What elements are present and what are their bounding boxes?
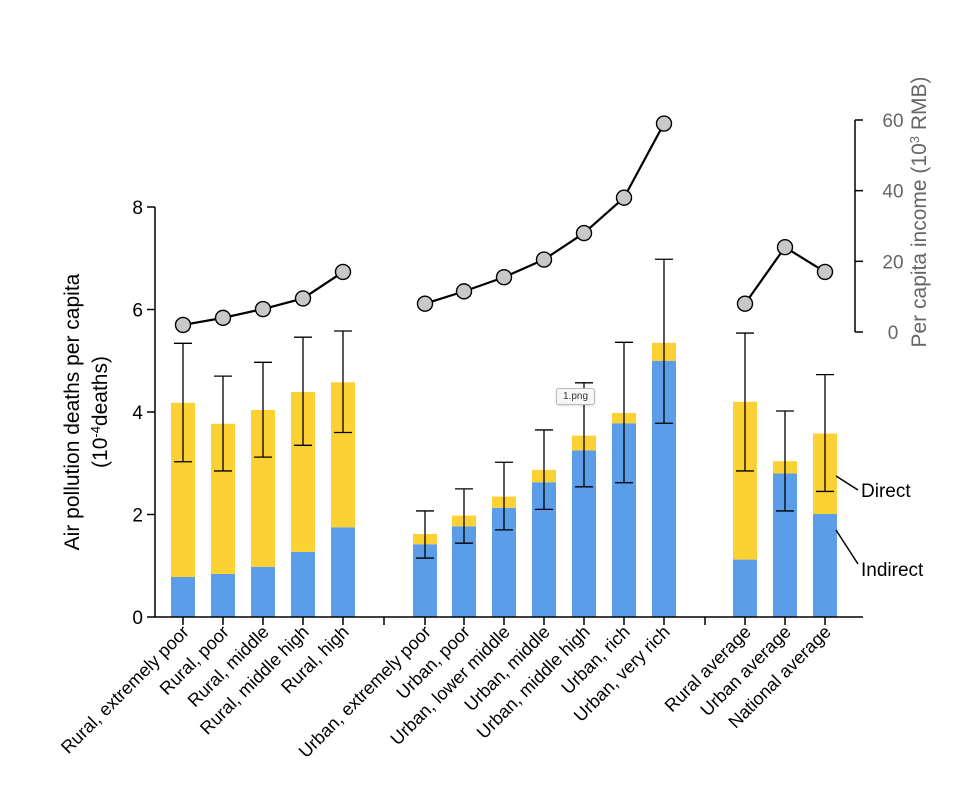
income-line-layer (174, 115, 834, 334)
income-line-segment-2 (744, 245, 826, 305)
bar-indirect-rural-extremely-poor (171, 577, 195, 617)
bar-indirect-rural-high (331, 527, 355, 617)
income-point-urban-middle-high (575, 224, 593, 242)
income-point-urban-rich (615, 189, 633, 206)
right-tick-label-20: 20 (882, 252, 903, 273)
error-bar-urban-very-rich (655, 258, 673, 424)
error-bar-urban-rich (615, 341, 633, 484)
error-bar-rural-average (736, 332, 754, 472)
error-bar-national-average (816, 373, 834, 493)
income-point-rural-middle-high (294, 290, 312, 307)
error-bar-rural-middle-high (294, 336, 312, 446)
right-tick-label-0: 0 (888, 323, 899, 344)
indirect-annotation-line (835, 529, 859, 565)
error-bar-rural-middle (254, 361, 272, 458)
bar-indirect-rural-middle (251, 566, 275, 617)
y-axis-title: Air pollution deaths per capita (61, 273, 84, 550)
direct-annotation: Direct (861, 481, 911, 502)
y-tick-label-2: 2 (132, 506, 143, 527)
bar-indirect-rural-middle-high (291, 551, 315, 617)
image-tooltip: 1.png (556, 388, 596, 405)
error-bar-urban-extremely-poor (416, 510, 434, 559)
error-bar-urban-lower-middle (495, 461, 513, 531)
income-point-urban-lower-middle (495, 269, 513, 286)
y-axis-subtitle: (10-4deaths) (88, 356, 113, 468)
y-tick-label-8: 8 (132, 198, 143, 219)
income-point-rural-high (334, 263, 352, 281)
income-line-segment-1 (424, 123, 665, 305)
error-bar-urban-middle (535, 429, 553, 511)
direct-annotation-line (835, 475, 859, 491)
error-bars-layer (174, 258, 834, 559)
axes-layer: 0 2 4 6 8 0 20 40 60 (132, 111, 903, 629)
y-tick-label-4: 4 (132, 403, 143, 424)
income-point-rural-poor (214, 309, 232, 327)
income-point-national-average (816, 263, 834, 281)
income-point-urban-very-rich (655, 115, 673, 132)
income-point-urban-average (776, 238, 794, 256)
right-tick-label-60: 60 (882, 111, 903, 132)
income-point-rural-average (736, 295, 754, 312)
error-bar-urban-poor (455, 488, 473, 544)
bar-indirect-rural-average (733, 559, 757, 617)
income-point-urban-poor (455, 283, 473, 300)
bar-indirect-rural-poor (211, 573, 235, 617)
right-axis-title: Per capita income (103 RMB) (907, 76, 932, 347)
y-tick-label-0: 0 (132, 608, 143, 629)
error-bar-rural-poor (214, 375, 232, 472)
income-point-rural-middle (254, 300, 272, 318)
error-bar-rural-high (334, 330, 352, 434)
right-tick-label-40: 40 (882, 182, 903, 203)
income-point-urban-middle (535, 251, 553, 268)
y-tick-label-6: 6 (132, 301, 143, 322)
income-point-rural-extremely-poor (174, 316, 192, 334)
bar-indirect-national-average (813, 513, 837, 617)
indirect-annotation: Indirect (861, 560, 924, 581)
income-point-urban-extremely-poor (416, 295, 434, 312)
error-bar-urban-average (776, 410, 794, 512)
error-bar-rural-extremely-poor (174, 342, 192, 463)
